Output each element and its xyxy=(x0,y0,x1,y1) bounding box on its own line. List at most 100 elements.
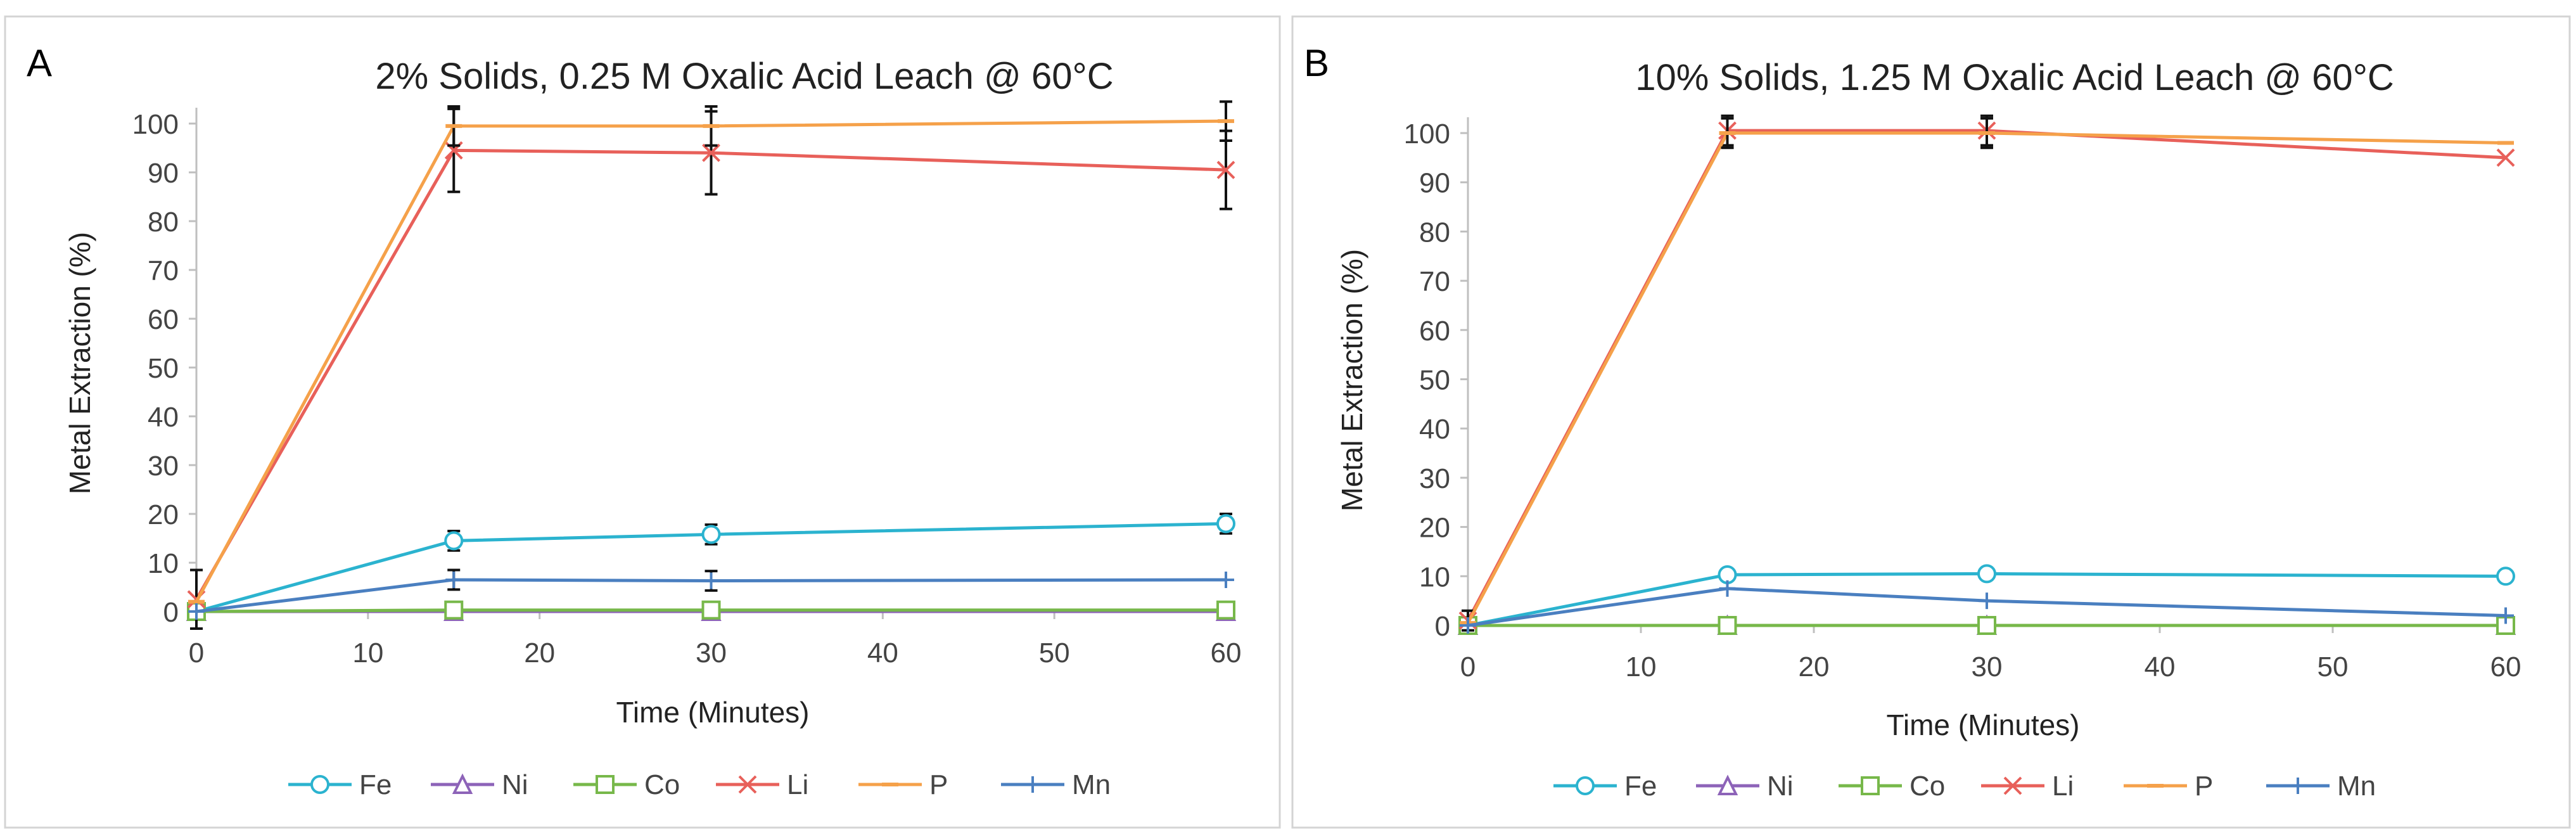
panel-a-line-p xyxy=(194,119,1227,603)
panel-b-legend-item-mn: Mn xyxy=(2266,771,2376,802)
panel-a-y-tick-label: 30 xyxy=(148,451,179,482)
panel-b-legend-label: Fe xyxy=(1624,771,1657,802)
panel-a-series-mn xyxy=(188,568,1234,620)
panel-a-x-axis-label: Time (Minutes) xyxy=(616,696,810,729)
panel-b-x-axis-label: Time (Minutes) xyxy=(1887,708,2080,741)
panel-a-legend-item-mn: Mn xyxy=(1001,769,1111,800)
panel-b-legend-item-p: P xyxy=(2124,771,2213,802)
panel-a-legend-item-fe: Fe xyxy=(288,769,392,800)
panel-a-y-tick-label: 40 xyxy=(148,402,179,433)
panel-a-y-tick-label: 0 xyxy=(163,597,179,628)
panel-b-x-tick-label: 20 xyxy=(1799,651,1830,682)
panel-a-plot: 0 10 20 30 40 50 60 70 80 90 100 0 10 20 30 40 50 60 xyxy=(132,100,1242,669)
panel-a-y-axis-label: Metal Extraction (%) xyxy=(63,232,96,494)
panel-a-line-co xyxy=(196,608,1226,613)
panel-a-x-tick-label: 10 xyxy=(352,637,383,669)
panel-b-line-fe xyxy=(1467,572,2506,627)
panel-a-y-tick-label: 80 xyxy=(148,207,179,238)
panel-b-line-mn xyxy=(1467,587,2506,627)
panel-a-legend-marker xyxy=(738,775,757,794)
panel-a-y-tick-label: 100 xyxy=(132,109,179,140)
panel-a-y-tick-label: 60 xyxy=(148,304,179,335)
panel-a-point-co xyxy=(701,600,721,620)
panel-b-legend: Fe Ni Co Li P Mn xyxy=(1553,771,2376,802)
panel-a-legend-item-li: Li xyxy=(716,769,808,800)
panel-a-legend-label: Mn xyxy=(1072,769,1111,800)
panel-a-x-tick-label: 30 xyxy=(696,637,727,669)
panel-a-legend-item-co: Co xyxy=(573,769,680,800)
panel-a-point-mn xyxy=(703,572,720,589)
panel-b-point-fe xyxy=(2496,567,2515,586)
panel-a-point-li xyxy=(1216,160,1235,179)
panel-b-y-tick-label: 60 xyxy=(1419,316,1450,347)
panel-a-line-li xyxy=(194,148,1227,600)
panel-a-legend-marker xyxy=(1024,776,1041,793)
panel-a-legend: Fe Ni Co Li P Mn xyxy=(288,769,1111,800)
panel-a-point-fe xyxy=(701,525,721,544)
panel-b-x-tick-label: 60 xyxy=(2490,651,2522,682)
panel-b-legend-label: Co xyxy=(1910,771,1945,802)
panel-a-legend-label: Fe xyxy=(359,769,392,800)
panel-a-point-mn xyxy=(1218,571,1234,588)
panel-a-legend-label: Co xyxy=(644,769,680,800)
panel-a-y-tick-label: 20 xyxy=(148,499,179,530)
panel-a-point-mn xyxy=(188,603,205,620)
panel-b-legend-label: P xyxy=(2195,771,2213,802)
panel-a-point-co xyxy=(1216,600,1235,620)
panel-b-x-tick-label: 50 xyxy=(2318,651,2349,682)
panel-b-y-tick-label: 30 xyxy=(1419,463,1450,494)
panel-b-x-tick-label: 30 xyxy=(1972,651,2003,682)
panel-a-x-tick-label: 0 xyxy=(189,637,204,669)
panel-a-legend-label: P xyxy=(929,769,948,800)
panel-b-y-tick-label: 70 xyxy=(1419,266,1450,297)
panel-b-y-tick-label: 80 xyxy=(1419,217,1450,248)
panel-a-legend-item-ni: Ni xyxy=(431,769,528,800)
panel-b-y-tick-label: 90 xyxy=(1419,168,1450,199)
panel-a-point-fe xyxy=(1216,514,1235,534)
panel-b-point-co xyxy=(1977,616,1996,635)
panel-a-legend-label: Li xyxy=(787,769,808,800)
panel-a-x-tick-label: 40 xyxy=(867,637,898,669)
panel-b-frame xyxy=(1291,15,2571,829)
panel-a-x-tick-label: 50 xyxy=(1039,637,1070,669)
panel-b-legend-label: Li xyxy=(2052,771,2074,802)
panel-a-y-tick-label: 10 xyxy=(148,548,179,579)
panel-a-point-fe xyxy=(444,531,464,551)
panel-b-legend-item-co: Co xyxy=(1839,771,1945,802)
panel-a-letter: A xyxy=(27,42,52,84)
panel-a-point-li xyxy=(702,143,720,162)
panel-b-y-axis-label: Metal Extraction (%) xyxy=(1336,249,1368,511)
panel-b-y-tick-label: 0 xyxy=(1435,611,1450,642)
panel-b-x-tick-label: 10 xyxy=(1626,651,1657,682)
panel-b-title: 10% Solids, 1.25 M Oxalic Acid Leach @ 6… xyxy=(1635,57,2394,98)
panel-b-point-mn xyxy=(1719,580,1736,597)
panel-b-point-mn xyxy=(1979,592,1995,610)
panel-b-point-mn xyxy=(1460,617,1476,634)
panel-b-legend-item-li: Li xyxy=(1981,771,2074,802)
panel-b-legend-item-ni: Ni xyxy=(1696,771,1794,802)
panel-b-y-tick-label: 10 xyxy=(1419,561,1450,592)
panel-a-series-p xyxy=(188,100,1234,604)
panel-b-y-tick-label: 40 xyxy=(1419,414,1450,445)
panel-b-series-mn xyxy=(1460,580,2514,634)
panel-a-y-tick-label: 70 xyxy=(148,255,179,286)
panel-a-line-mn xyxy=(196,578,1227,613)
panel-b-legend-marker xyxy=(1861,776,1880,795)
panel-b-y-tick-label: 50 xyxy=(1419,365,1450,396)
panel-b-legend-item-fe: Fe xyxy=(1553,771,1657,802)
panel-b-legend-marker xyxy=(1576,776,1595,795)
panel-a-x-tick-label: 60 xyxy=(1211,637,1242,669)
panel-b-y-tick-label: 20 xyxy=(1419,513,1450,544)
panel-b-x-tick-label: 0 xyxy=(1460,651,1476,682)
panel-b-point-co xyxy=(1718,616,1737,635)
panel-a-point-mn xyxy=(445,571,462,588)
panel-b-plot: 0 10 20 30 40 50 60 70 80 90 100 0 10 20 30 40 50 60 xyxy=(1404,114,2522,682)
panel-a-title: 2% Solids, 0.25 M Oxalic Acid Leach @ 60… xyxy=(375,56,1113,97)
panel-a-legend-marker xyxy=(452,773,473,794)
panel-b-legend-marker xyxy=(2003,776,2022,795)
panel-a-x-tick-label: 20 xyxy=(524,637,555,669)
panel-b-legend-marker xyxy=(2290,778,2306,794)
panel-b-line-p xyxy=(1466,131,2506,624)
panel-a-legend-item-p: P xyxy=(858,769,948,800)
panel-b-point-fe xyxy=(1977,564,1996,584)
